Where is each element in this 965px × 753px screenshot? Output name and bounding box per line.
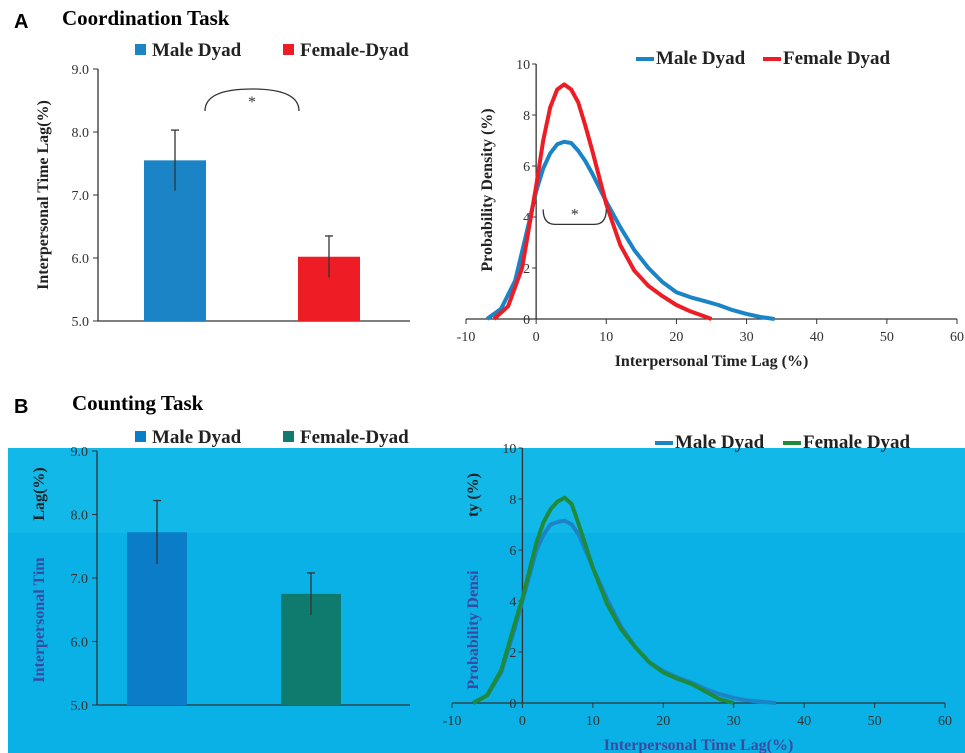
- y-tick-label: 10: [502, 442, 516, 457]
- significance-star: *: [248, 94, 256, 111]
- x-tick-label: 10: [599, 330, 613, 345]
- chart-b-bar: 5.0 6.0 7.0 8.0 9.0 Interpersonal Tim Lag(%) Ma…: [31, 427, 410, 714]
- significance-star: *: [571, 206, 579, 223]
- legend-swatch: [283, 431, 294, 442]
- legend-swatch: [135, 431, 146, 442]
- chart-b-density: -10 0 10 20 30 40 50 60 0 2 4 6 8 10 Interpersonal Tim…: [443, 432, 952, 753]
- significance-bracket: [542, 209, 607, 225]
- chart-a-bar: 5.0 6.0 7.0 8.0 9.0 Interpersonal Time Lag(%)…: [35, 40, 410, 330]
- y-tick-label: 4: [523, 211, 530, 226]
- y-tick-label: 10: [516, 58, 530, 73]
- legend-label: Male Dyad: [152, 427, 242, 448]
- x-tick-label: 30: [740, 330, 754, 345]
- y-tick-label: 9.0: [72, 63, 90, 78]
- x-tick-label: 20: [669, 330, 683, 345]
- x-tick-label: 20: [656, 714, 670, 729]
- x-tick-label: 60: [950, 330, 964, 345]
- legend-label: Female-Dyad: [300, 427, 409, 448]
- y-tick-label: 6.0: [72, 252, 90, 267]
- y-tick-label: 8: [523, 109, 530, 124]
- legend-label: Male Dyad: [152, 40, 242, 61]
- x-tick-label: 40: [810, 330, 824, 345]
- x-tick-label: -10: [457, 330, 476, 345]
- legend-swatch: [283, 44, 294, 55]
- series-line: [492, 82, 713, 321]
- series-line: [472, 495, 735, 705]
- y-tick-label: 6.0: [71, 636, 89, 651]
- y-tick-label: 5.0: [71, 699, 89, 714]
- y-tick-label: 2: [509, 646, 516, 661]
- y-tick-label: 6: [523, 160, 530, 175]
- y-axis-label: Interpersonal Tim: [31, 557, 48, 683]
- legend-label: Female-Dyad: [300, 40, 409, 61]
- x-tick-label: 50: [880, 330, 894, 345]
- y-axis-label: Probability Densi: [465, 570, 482, 690]
- y-axis-label-top: Lag(%): [31, 467, 48, 520]
- y-axis-label: Probability Density (%): [479, 108, 496, 271]
- significance-bracket: [204, 88, 300, 112]
- panel-b-label: B: [14, 396, 28, 418]
- y-axis-label: Interpersonal Time Lag(%): [35, 100, 52, 290]
- legend-label: Male Dyad: [675, 432, 765, 453]
- x-tick-label: 0: [519, 714, 526, 729]
- x-tick-label: 60: [938, 714, 952, 729]
- y-tick-label: 6: [509, 544, 516, 559]
- y-tick-label: 5.0: [72, 315, 90, 330]
- x-tick-label: -10: [443, 714, 462, 729]
- y-tick-label: 0: [509, 697, 516, 712]
- y-tick-label: 0: [523, 313, 530, 328]
- x-tick-label: 50: [868, 714, 882, 729]
- y-tick-label: 2: [523, 262, 530, 277]
- y-tick-label: 7.0: [72, 189, 90, 204]
- panel-a-title: Coordination Task: [62, 6, 230, 30]
- x-tick-label: 40: [797, 714, 811, 729]
- legend-label: Female Dyad: [803, 432, 911, 453]
- x-tick-label: 10: [586, 714, 600, 729]
- y-tick-label: 8: [509, 493, 516, 508]
- x-axis-label: Interpersonal Time Lag (%): [615, 353, 809, 370]
- panel-a-label: A: [14, 11, 28, 33]
- legend-label: Female Dyad: [783, 48, 891, 69]
- y-tick-label: 4: [509, 595, 516, 610]
- legend-label: Male Dyad: [656, 48, 746, 69]
- y-axis-label-top: ty (%): [465, 473, 482, 517]
- x-tick-label: 0: [533, 330, 540, 345]
- y-tick-label: 9.0: [71, 445, 89, 460]
- x-tick-label: 30: [727, 714, 741, 729]
- y-tick-label: 7.0: [71, 572, 89, 587]
- panel-b-title: Counting Task: [72, 391, 204, 415]
- x-axis-label: Interpersonal Time Lag(%): [604, 737, 794, 753]
- legend-swatch: [135, 44, 146, 55]
- y-tick-label: 8.0: [72, 126, 90, 141]
- y-tick-label: 8.0: [71, 509, 89, 524]
